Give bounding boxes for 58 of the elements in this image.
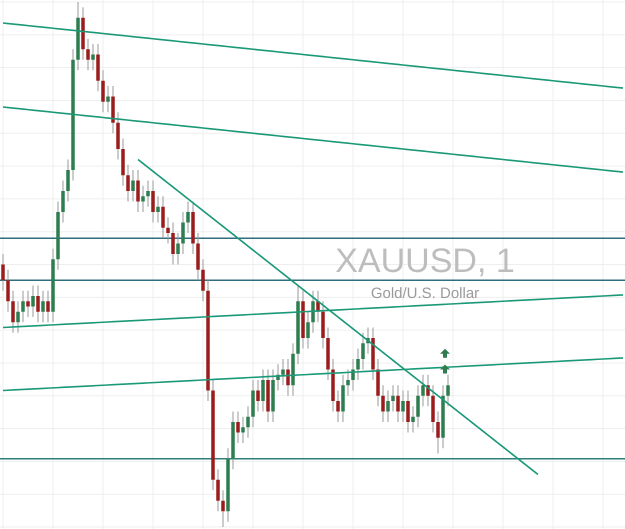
candlestick	[391, 384, 395, 412]
candlestick	[306, 311, 310, 349]
candlestick	[46, 290, 50, 323]
candlestick	[236, 411, 240, 444]
candlestick	[1, 254, 5, 292]
candlestick	[6, 269, 10, 312]
candlestick	[141, 185, 145, 212]
candlestick	[171, 222, 175, 265]
candlestick	[26, 290, 30, 318]
candlestick	[421, 374, 425, 407]
candlestick	[156, 196, 160, 223]
candlestick	[176, 232, 180, 265]
candlestick	[401, 390, 405, 422]
candlestick	[411, 406, 415, 433]
candlestick	[286, 358, 290, 396]
candlestick	[281, 358, 285, 386]
candlestick	[86, 38, 90, 71]
candlestick	[381, 384, 385, 422]
candlestick	[166, 216, 170, 244]
candlestick	[361, 332, 365, 370]
candlestick	[436, 411, 440, 454]
candlestick	[131, 170, 135, 202]
candlestick	[41, 290, 45, 323]
candlestick	[386, 390, 390, 422]
candlestick	[126, 164, 130, 202]
candlestick	[216, 468, 220, 512]
candlestick	[11, 290, 15, 334]
candlestick	[36, 285, 40, 323]
candlestick	[406, 390, 410, 433]
candlestick	[261, 369, 265, 412]
candlestick	[16, 300, 20, 334]
candlestick	[91, 44, 95, 71]
candlestick	[346, 369, 350, 396]
candlestick	[136, 170, 140, 212]
candlestick	[161, 196, 165, 239]
candlestick	[246, 406, 250, 438]
candlestick	[241, 416, 245, 444]
candlestick	[201, 258, 205, 302]
candlestick	[416, 384, 420, 428]
candlestick	[181, 212, 185, 254]
candlestick	[66, 159, 70, 202]
candlestick	[101, 70, 105, 113]
candlestick	[106, 86, 110, 113]
candlestick	[146, 180, 150, 208]
text: Gold/U.S. Dollar	[370, 285, 480, 302]
candlestick	[186, 201, 190, 234]
candlestick	[356, 348, 360, 380]
candlestick	[61, 180, 65, 223]
candlestick	[221, 490, 225, 528]
candlestick	[311, 290, 315, 334]
candlestick	[396, 384, 400, 422]
text: XAUUSD, 1	[335, 242, 515, 280]
candlestick	[256, 380, 260, 412]
candlestick	[336, 390, 340, 422]
candlestick	[21, 290, 25, 323]
candlestick	[31, 285, 35, 318]
candlestick	[446, 374, 450, 407]
candlestick	[151, 180, 155, 223]
